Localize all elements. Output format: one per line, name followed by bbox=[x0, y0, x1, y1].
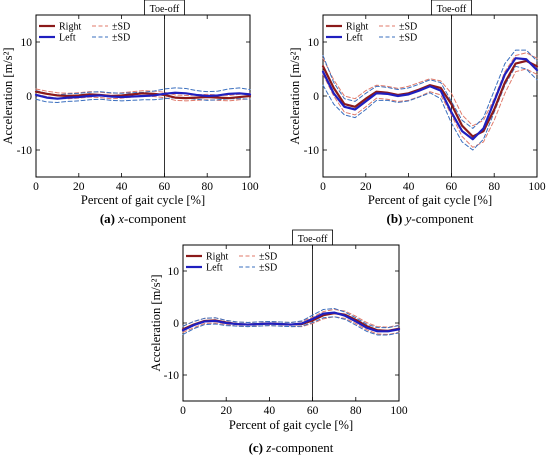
x-tick-label: 0 bbox=[33, 181, 39, 193]
series-left-mean bbox=[34, 91, 252, 100]
series-left-mean bbox=[181, 311, 401, 333]
caption-axis: z bbox=[265, 440, 271, 455]
caption-letter: (a) bbox=[100, 211, 115, 226]
series-right-sd-lower bbox=[322, 68, 538, 148]
caption-suffix: -component bbox=[271, 440, 333, 455]
y-tick-label: 0 bbox=[26, 91, 32, 103]
x-axis-label: Percent of gait cycle [%] bbox=[229, 418, 353, 432]
x-tick-label: 20 bbox=[220, 405, 232, 417]
y-tick-label: 10 bbox=[21, 37, 33, 49]
x-tick-label: 40 bbox=[264, 405, 276, 417]
y-tick-label: 0 bbox=[173, 318, 179, 330]
y-tick-label: -10 bbox=[164, 370, 180, 382]
y-axis-label: Acceleration [m/s²] bbox=[288, 47, 302, 144]
series-left-sd-lower bbox=[182, 316, 400, 336]
x-tick-label: 0 bbox=[180, 405, 186, 417]
legend-label-right: Right bbox=[346, 22, 368, 33]
caption-letter: (c) bbox=[249, 440, 263, 455]
x-tick-label: 100 bbox=[528, 181, 546, 193]
x-axis-label: Percent of gait cycle [%] bbox=[368, 193, 492, 207]
y-axis-label: Acceleration [m/s²] bbox=[149, 274, 163, 371]
legend-label-left-sd: ±SD bbox=[399, 33, 417, 44]
legend-label-right: Right bbox=[59, 22, 81, 33]
x-tick-label: 100 bbox=[241, 181, 259, 193]
caption-suffix: -component bbox=[411, 211, 473, 226]
y-tick-label: 10 bbox=[308, 37, 320, 49]
legend-label-left: Left bbox=[346, 33, 363, 44]
caption-axis: y bbox=[404, 211, 412, 226]
legend-label-left: Left bbox=[59, 33, 76, 44]
x-tick-label: 40 bbox=[116, 181, 128, 193]
x-tick-label: 80 bbox=[350, 405, 362, 417]
x-tick-label: 60 bbox=[446, 181, 458, 193]
toe-off-label: Toe-off bbox=[437, 4, 467, 15]
caption-suffix: -component bbox=[124, 211, 186, 226]
x-tick-label: 40 bbox=[403, 181, 415, 193]
x-tick-label: 60 bbox=[307, 405, 319, 417]
x-tick-label: 0 bbox=[320, 181, 326, 193]
legend-label-right: Right bbox=[206, 252, 228, 263]
legend-label-right-sd: ±SD bbox=[259, 252, 277, 263]
caption-letter: (b) bbox=[386, 211, 402, 226]
panel-caption: (a) x-component bbox=[100, 211, 187, 226]
legend-label-left-sd: ±SD bbox=[259, 263, 277, 274]
series-left-mean bbox=[321, 57, 539, 141]
x-tick-label: 100 bbox=[390, 405, 408, 417]
legend-label-right-sd: ±SD bbox=[399, 22, 417, 33]
series-left-sd-upper bbox=[322, 49, 538, 129]
x-axis-label: Percent of gait cycle [%] bbox=[81, 193, 205, 207]
toe-off-label: Toe-off bbox=[298, 234, 328, 245]
legend-label-right-sd: ±SD bbox=[112, 22, 130, 33]
series-left-sd-lower bbox=[35, 97, 251, 103]
panel-caption: (c) z-component bbox=[249, 440, 334, 455]
toe-off-label: Toe-off bbox=[150, 4, 180, 15]
x-tick-label: 80 bbox=[488, 181, 500, 193]
caption-axis: x bbox=[117, 211, 124, 226]
x-tick-label: 60 bbox=[159, 181, 171, 193]
y-tick-label: -10 bbox=[17, 145, 33, 157]
legend-label-left-sd: ±SD bbox=[112, 33, 130, 44]
x-tick-label: 20 bbox=[73, 181, 85, 193]
legend-label-left: Left bbox=[206, 263, 223, 274]
series-left-sd-upper bbox=[182, 307, 400, 329]
panel-caption: (b) y-component bbox=[386, 211, 473, 226]
series-right-mean bbox=[34, 90, 252, 100]
y-axis-label: Acceleration [m/s²] bbox=[1, 47, 15, 144]
y-tick-label: -10 bbox=[304, 145, 320, 157]
x-tick-label: 80 bbox=[201, 181, 213, 193]
y-tick-label: 10 bbox=[168, 266, 180, 278]
y-tick-label: 0 bbox=[313, 91, 319, 103]
x-tick-label: 20 bbox=[360, 181, 372, 193]
